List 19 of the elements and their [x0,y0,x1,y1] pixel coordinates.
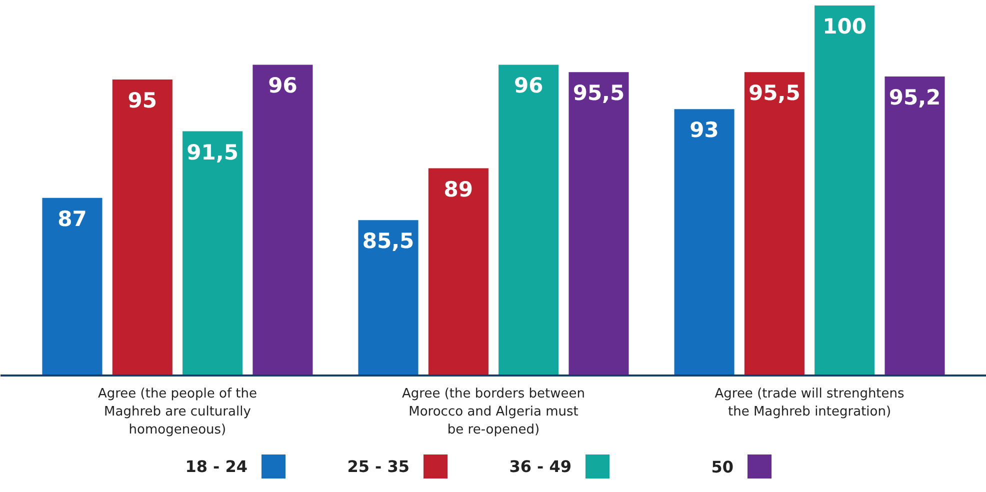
data-label: 93 [690,118,719,142]
data-label: 95,5 [748,81,800,106]
data-label: 95,5 [572,81,625,106]
x-tick-label: Agree (the people of the Maghreb are culturally homogeneous) [98,386,258,438]
data-label: 96 [268,74,298,98]
data-label: 91,5 [186,140,238,164]
x-tick-label: Agree (trade will strenghtens the Maghreb integration) [714,386,905,420]
x-tick-label: Agree (the borders between Morocco and Algeria must be re-opened) [402,386,585,438]
legend-label: 25 - 35 [347,457,410,476]
legend-label: 50 [711,458,734,476]
data-label: 85,5 [362,229,414,254]
data-label: 96 [514,74,544,98]
data-label: 87 [58,206,87,231]
legend-label: 18 - 24 [185,457,248,476]
data-label: 89 [444,177,474,202]
legend-label: 36 - 49 [509,457,572,476]
data-label: 95 [128,88,158,112]
data-label: 100 [822,14,867,38]
data-label: 95,2 [888,86,941,110]
